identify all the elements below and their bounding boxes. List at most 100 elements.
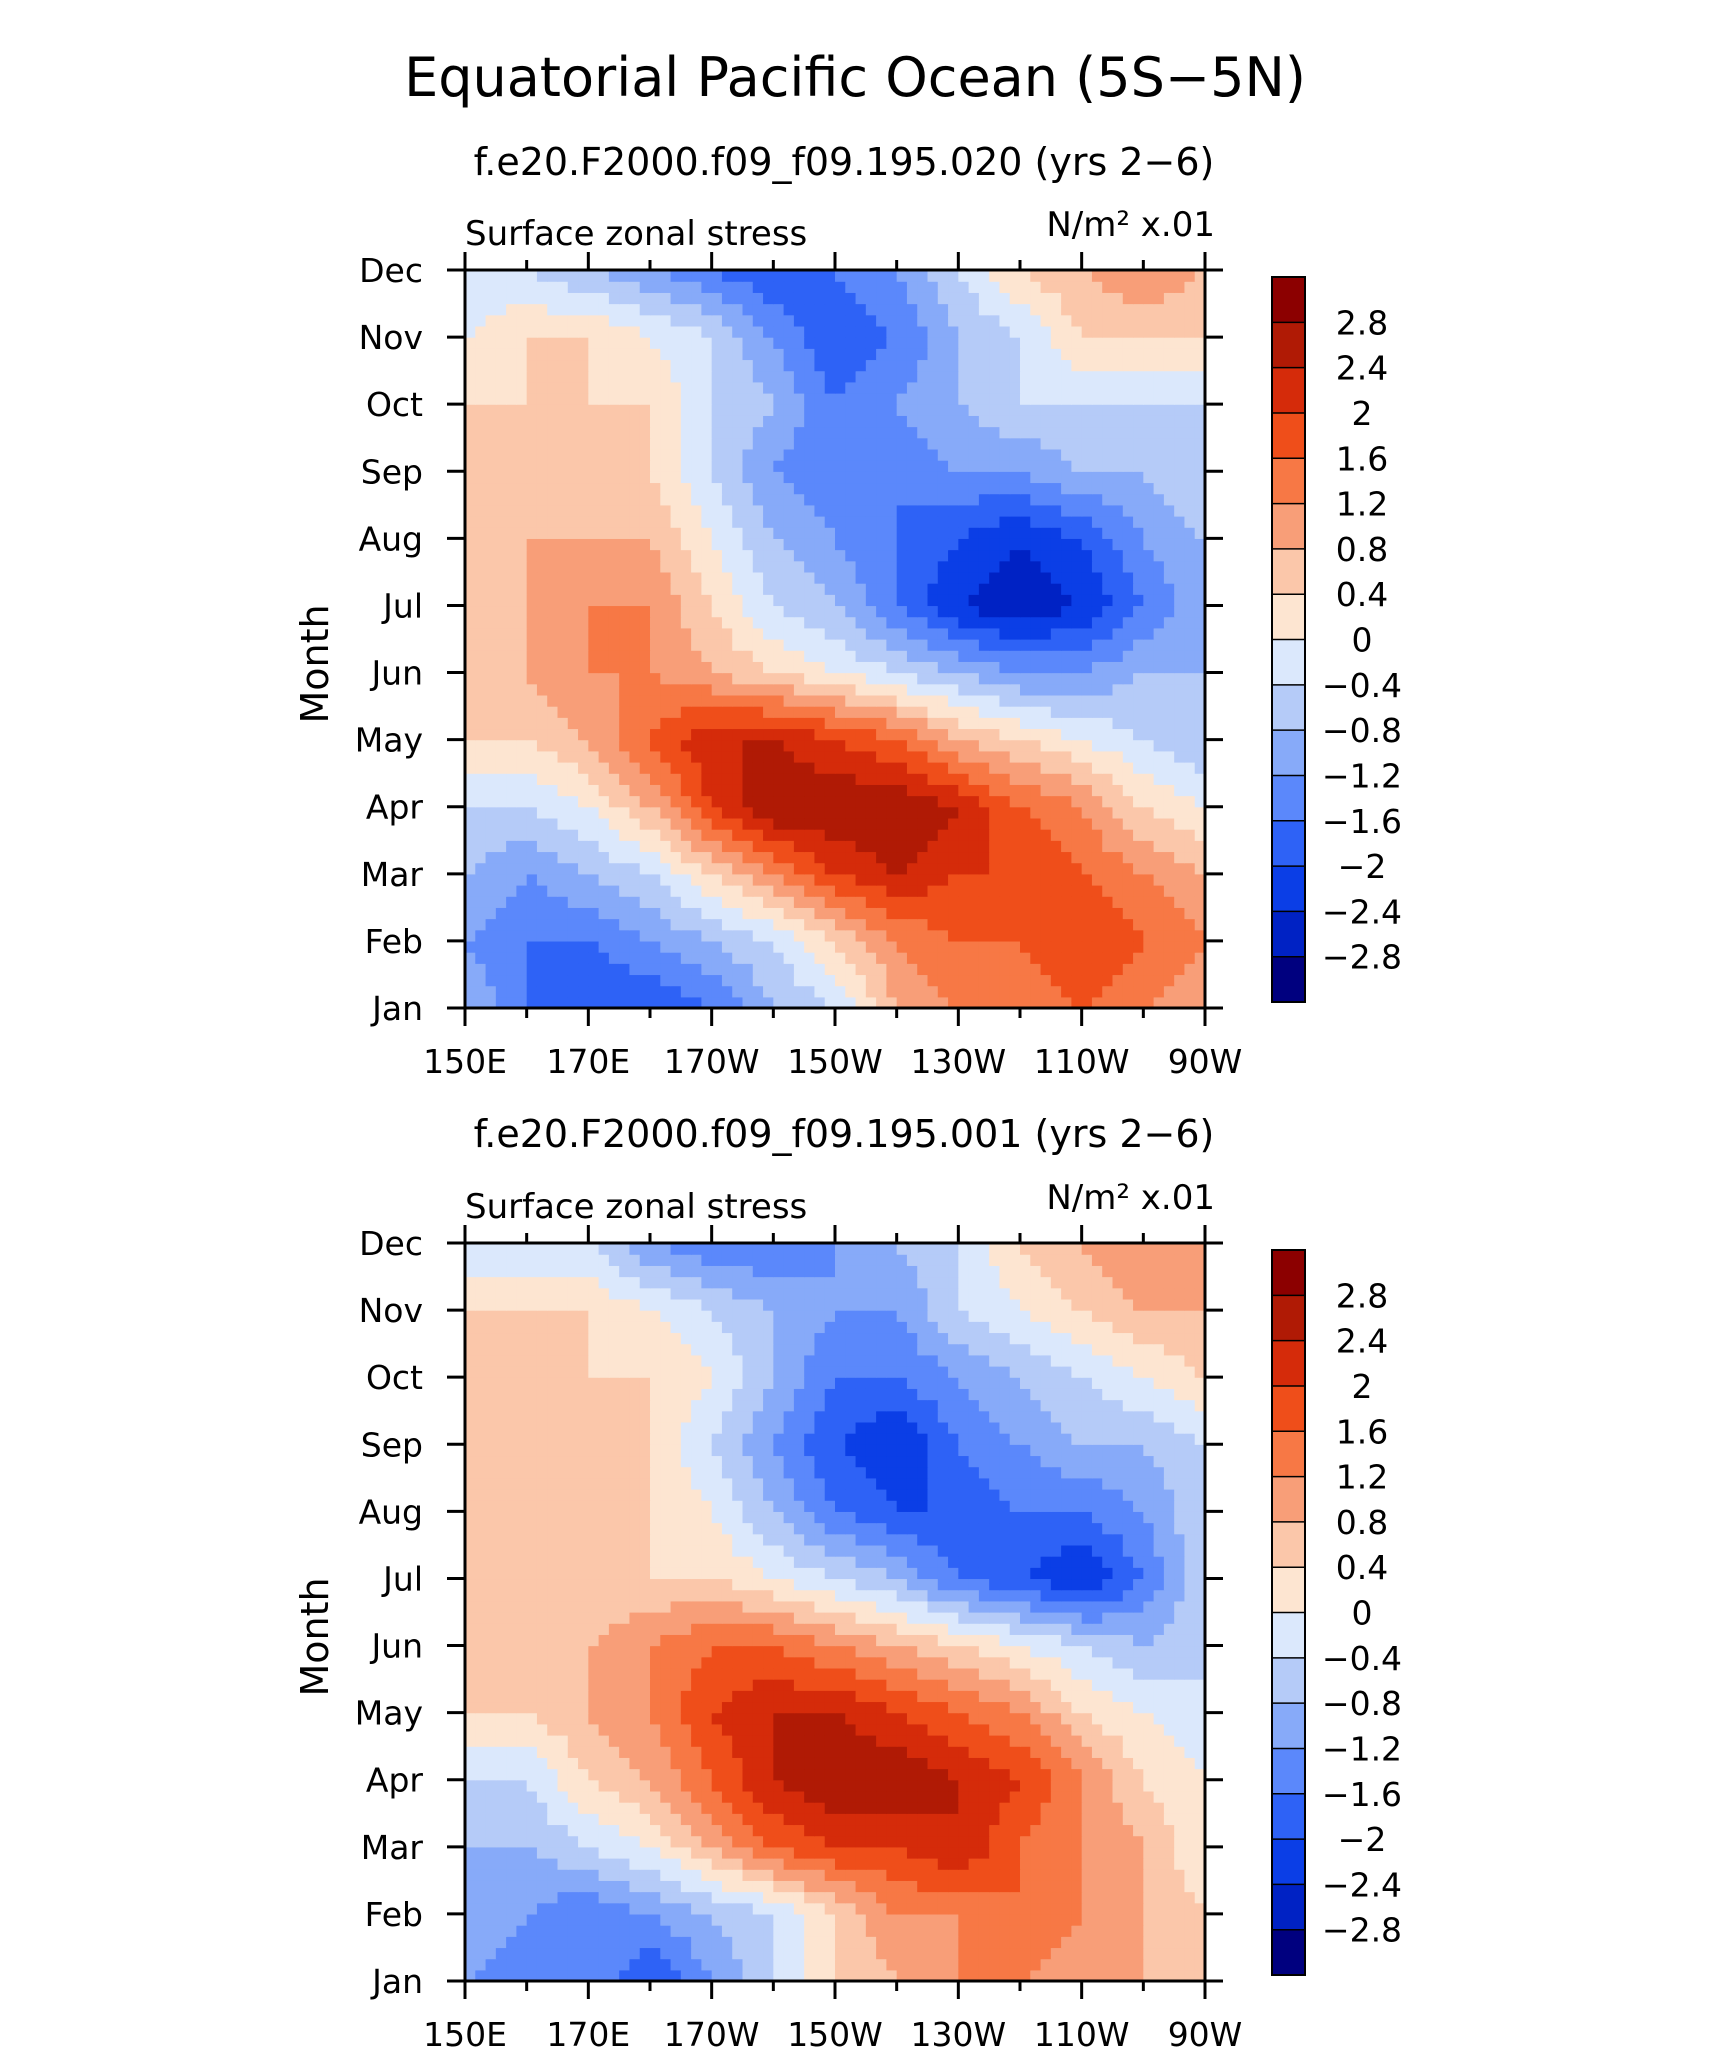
contour-cell	[804, 695, 815, 707]
contour-cell	[537, 404, 548, 416]
contour-cell	[1174, 796, 1185, 808]
contour-cell	[1082, 393, 1093, 405]
contour-cell	[732, 896, 743, 908]
contour-cell	[794, 594, 805, 606]
contour-cell	[773, 952, 784, 964]
contour-cell	[825, 270, 836, 282]
contour-cell	[928, 281, 939, 293]
contour-cell	[568, 382, 579, 394]
contour-cell	[486, 494, 497, 506]
contour-cell	[527, 516, 538, 528]
contour-cell	[886, 695, 897, 707]
contour-cell	[1082, 818, 1093, 830]
contour-cell	[588, 919, 599, 931]
contour-cell	[609, 382, 620, 394]
contour-cell	[1174, 505, 1185, 517]
contour-cell	[1092, 919, 1103, 931]
contour-cell	[969, 773, 980, 785]
contour-cell	[1071, 505, 1082, 517]
contour-cell	[732, 740, 743, 752]
contour-cell	[629, 494, 640, 506]
contour-cell	[701, 494, 712, 506]
contour-cell	[691, 628, 702, 640]
contour-cell	[917, 337, 928, 349]
contour-cell	[1071, 740, 1082, 752]
contour-cell	[999, 784, 1010, 796]
contour-cell	[1071, 717, 1082, 729]
contour-cell	[1174, 885, 1185, 897]
contour-cell	[681, 505, 692, 517]
contour-cell	[897, 818, 908, 830]
contour-cell	[1061, 382, 1072, 394]
contour-cell	[1020, 974, 1031, 986]
contour-cell	[691, 751, 702, 763]
contour-cell	[701, 930, 712, 942]
contour-cell	[814, 337, 825, 349]
contour-cell	[917, 963, 928, 975]
contour-cell	[588, 661, 599, 673]
contour-cell	[527, 594, 538, 606]
contour-cell	[1154, 740, 1165, 752]
contour-cell	[999, 605, 1010, 617]
contour-cell	[917, 650, 928, 662]
contour-cell	[578, 326, 589, 338]
contour-cell	[660, 874, 671, 886]
contour-cell	[599, 348, 610, 360]
contour-cell	[784, 393, 795, 405]
contour-cell	[516, 930, 527, 942]
contour-cell	[732, 359, 743, 371]
contour-cell	[475, 1959, 486, 1971]
contour-cell	[999, 438, 1010, 450]
contour-cell	[876, 505, 887, 517]
contour-cell	[701, 315, 712, 327]
contour-cell	[814, 896, 825, 908]
contour-cell	[1071, 874, 1082, 886]
contour-cell	[722, 807, 733, 819]
contour-cell	[1041, 784, 1052, 796]
contour-cell	[989, 527, 1000, 539]
contour-cell	[547, 695, 558, 707]
contour-cell	[825, 415, 836, 427]
contour-cell	[814, 494, 825, 506]
contour-cell	[958, 952, 969, 964]
contour-cell	[568, 762, 579, 774]
contour-cell	[588, 885, 599, 897]
contour-cell	[640, 628, 651, 640]
contour-cell	[1092, 270, 1103, 282]
contour-cell	[1051, 773, 1062, 785]
contour-cell	[671, 829, 682, 841]
contour-cell	[486, 337, 497, 349]
contour-cell	[958, 930, 969, 942]
contour-cell	[640, 594, 651, 606]
colorbar-swatch	[1272, 277, 1305, 323]
contour-cell	[979, 863, 990, 875]
contour-cell	[897, 337, 908, 349]
contour-cell	[948, 661, 959, 673]
contour-cell	[1092, 628, 1103, 640]
contour-cell	[876, 404, 887, 416]
contour-cell	[907, 572, 918, 584]
contour-cell	[671, 930, 682, 942]
contour-cell	[886, 449, 897, 461]
contour-cell	[588, 784, 599, 796]
contour-cell	[1010, 829, 1021, 841]
contour-cell	[928, 371, 939, 383]
contour-cell	[506, 919, 517, 931]
contour-cell	[640, 728, 651, 740]
contour-cell	[784, 863, 795, 875]
contour-cell	[989, 494, 1000, 506]
contour-cell	[1020, 829, 1031, 841]
contour-cell	[599, 684, 610, 696]
contour-cell	[619, 527, 630, 539]
contour-cell	[568, 796, 579, 808]
contour-cell	[1123, 561, 1134, 573]
contour-cell	[804, 930, 815, 942]
contour-cell	[1154, 717, 1165, 729]
contour-cell	[814, 628, 825, 640]
contour-cell	[660, 762, 671, 774]
contour-cell	[917, 952, 928, 964]
contour-cell	[743, 952, 754, 964]
contour-cell	[588, 896, 599, 908]
contour-cell	[866, 460, 877, 472]
contour-cell	[588, 326, 599, 338]
